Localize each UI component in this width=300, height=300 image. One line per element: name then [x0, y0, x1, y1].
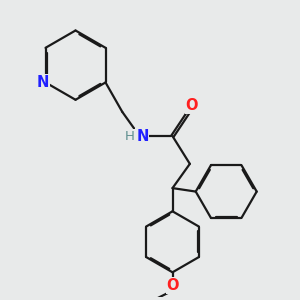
- Text: O: O: [166, 278, 179, 293]
- Text: H: H: [125, 130, 135, 142]
- Text: N: N: [37, 75, 49, 90]
- Text: N: N: [136, 129, 148, 144]
- Text: O: O: [185, 98, 198, 113]
